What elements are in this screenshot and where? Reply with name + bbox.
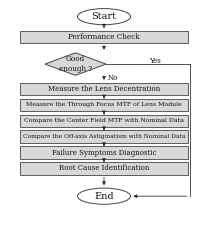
Text: Good
enough ?: Good enough ? (59, 55, 92, 73)
Text: Failure Symptoms Diagnostic: Failure Symptoms Diagnostic (52, 149, 156, 157)
FancyBboxPatch shape (20, 162, 188, 174)
Text: End: End (94, 192, 114, 201)
Ellipse shape (78, 188, 130, 204)
FancyBboxPatch shape (20, 146, 188, 159)
FancyBboxPatch shape (20, 99, 188, 111)
Text: Performance Check: Performance Check (68, 33, 140, 41)
Text: Yes: Yes (149, 57, 161, 65)
Text: Measure the Through Focus MTF of Lens Module: Measure the Through Focus MTF of Lens Mo… (26, 102, 182, 107)
FancyBboxPatch shape (20, 130, 188, 143)
Text: No: No (108, 74, 118, 82)
Ellipse shape (78, 8, 130, 25)
Text: Start: Start (92, 12, 116, 21)
Text: Compare the Off-axis Astigmatism with Nominal Data: Compare the Off-axis Astigmatism with No… (23, 134, 185, 139)
FancyBboxPatch shape (20, 115, 188, 127)
Polygon shape (45, 53, 106, 75)
Text: Compare the Center Field MTF with Nominal Data: Compare the Center Field MTF with Nomina… (24, 118, 184, 123)
Text: Root Cause Identification: Root Cause Identification (59, 164, 149, 173)
FancyBboxPatch shape (20, 31, 188, 43)
Text: Measure the Lens Decentration: Measure the Lens Decentration (48, 85, 160, 93)
FancyBboxPatch shape (20, 83, 188, 95)
